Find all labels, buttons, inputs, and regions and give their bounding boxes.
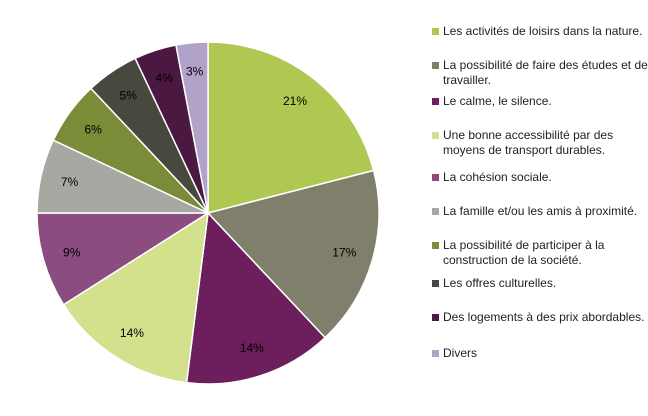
legend-label: La famille et/ou les amis à proximité. [443,204,638,218]
legend-swatch [432,280,439,287]
pie-slice [185,211,327,385]
legend-label: Des logements à des prix abordables. [443,310,645,324]
legend-label: La possibilité de participer à la constr… [443,238,605,267]
legend-item: La cohésion sociale. [432,170,648,185]
legend-item: La famille et/ou les amis à proximité. [432,204,648,219]
data-label: 7% [61,175,79,189]
data-label: 17% [332,246,356,260]
legend-label: La possibilité de faire des études et de… [443,58,648,87]
data-label: 5% [120,89,138,103]
legend-swatch [432,28,439,35]
data-label: 3% [186,65,204,79]
pie-slice [175,41,209,214]
pie-slice [62,211,209,384]
legend-label: La cohésion sociale. [443,170,552,184]
legend-label: Le calme, le silence. [443,94,552,108]
pie-slice [207,41,375,214]
legend-swatch [432,98,439,105]
legend-swatch [432,350,439,357]
legend-swatch [432,132,439,139]
legend-item: La possibilité de participer à la constr… [432,238,648,268]
legend-item: Des logements à des prix abordables. [432,310,648,325]
legend-swatch [432,242,439,249]
data-label: 21% [283,94,307,108]
legend-label: Une bonne accessibilité par des moyens d… [443,128,614,157]
legend-swatch [432,62,439,69]
legend-label: Divers [443,346,478,360]
legend-item: Une bonne accessibilité par des moyens d… [432,128,648,158]
legend-item: Le calme, le silence. [432,94,648,109]
legend-item: La possibilité de faire des études et de… [432,58,648,88]
pie-slice [36,212,211,306]
data-label: 9% [63,246,81,260]
legend-item: Les activités de loisirs dans la nature. [432,24,648,39]
legend-label: Les activités de loisirs dans la nature. [443,24,643,38]
data-label: 6% [85,123,103,137]
data-label: 4% [155,71,173,85]
pie-slice [206,169,380,339]
data-label: 14% [240,341,264,355]
data-label: 14% [120,326,144,340]
legend-swatch [432,174,439,181]
legend-swatch [432,314,439,321]
legend-item: Divers [432,346,648,361]
legend-label: Les offres culturelles. [443,276,557,290]
legend-swatch [432,208,439,215]
legend-item: Les offres culturelles. [432,276,648,291]
